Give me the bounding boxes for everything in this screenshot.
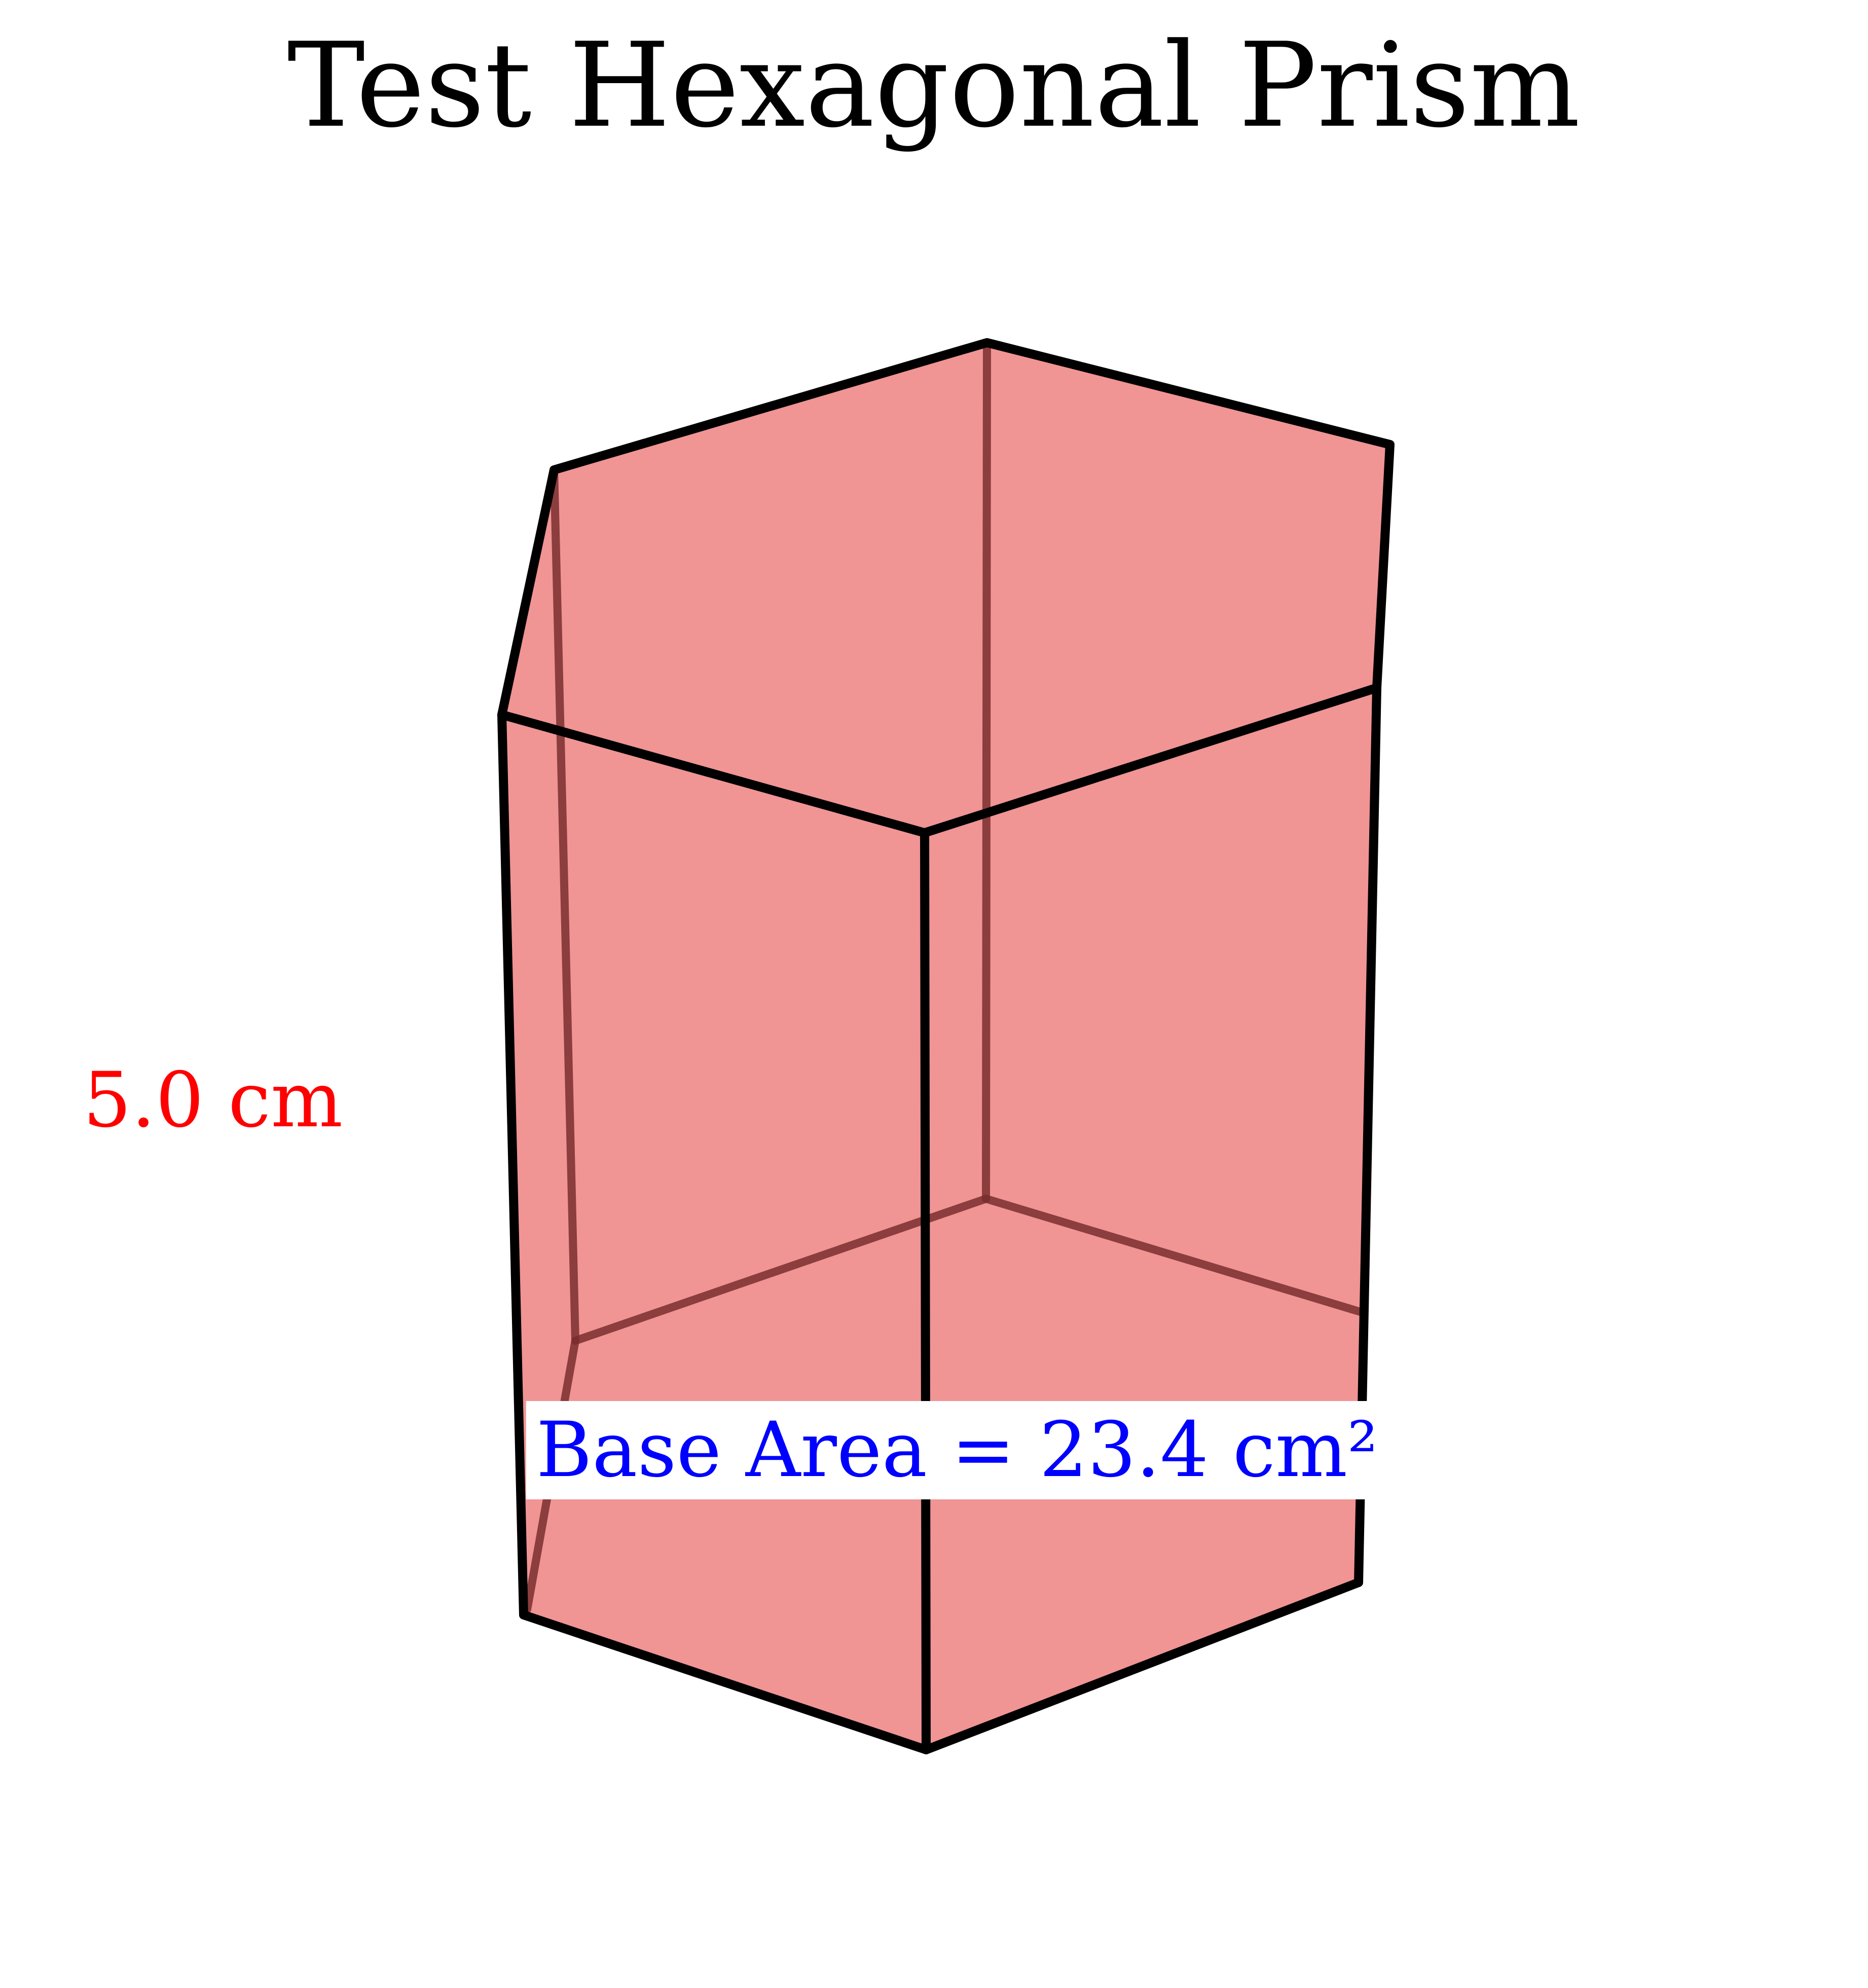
top-face-outline xyxy=(497,338,1395,719)
front-center-vertical-edge xyxy=(920,828,931,1754)
front-left-vertical-edge xyxy=(497,710,528,1619)
bottom-face-front-edges xyxy=(519,1578,1363,1754)
prism-body xyxy=(502,343,1390,1750)
base-area-label: Base Area = 23.4 cm² xyxy=(536,1406,1378,1494)
hidden-edge-left-back-vertical xyxy=(550,466,579,1345)
base-area-label-background xyxy=(526,1401,1388,1499)
hidden-edge-bottom-back-left xyxy=(571,1195,990,1345)
figure-title: Test Hexagonal Prism xyxy=(287,18,1581,154)
height-label: 5.0 cm xyxy=(83,1056,343,1145)
hidden-edge-back-vertical xyxy=(982,339,991,1203)
hidden-edge-bottom-back-right xyxy=(982,1195,1368,1317)
